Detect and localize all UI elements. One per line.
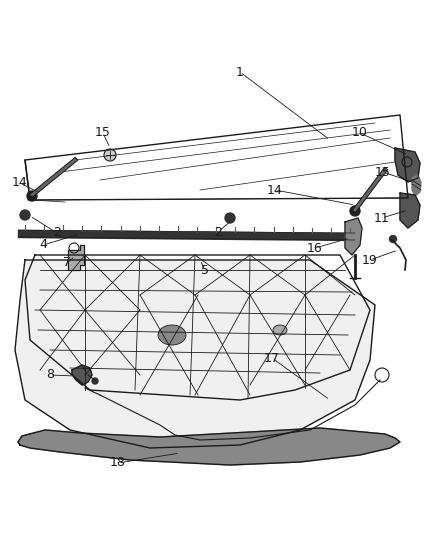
- Text: 7: 7: [63, 256, 71, 270]
- Text: 5: 5: [201, 263, 209, 277]
- Circle shape: [20, 210, 30, 220]
- Polygon shape: [68, 245, 84, 270]
- Polygon shape: [412, 175, 421, 196]
- Text: 10: 10: [352, 126, 368, 140]
- Polygon shape: [345, 218, 362, 255]
- Text: 14: 14: [267, 183, 283, 197]
- Polygon shape: [72, 365, 92, 385]
- Circle shape: [225, 213, 235, 223]
- Circle shape: [104, 149, 116, 161]
- Text: 15: 15: [95, 126, 111, 140]
- Polygon shape: [15, 260, 375, 448]
- Text: 14: 14: [12, 176, 28, 190]
- Circle shape: [389, 236, 396, 243]
- Polygon shape: [395, 148, 420, 182]
- Polygon shape: [400, 193, 420, 228]
- Circle shape: [27, 191, 37, 201]
- Text: 1: 1: [236, 66, 244, 78]
- Text: 11: 11: [374, 212, 390, 224]
- Text: 16: 16: [307, 241, 323, 254]
- Text: 15: 15: [375, 166, 391, 179]
- Text: 17: 17: [264, 351, 280, 365]
- Text: 4: 4: [39, 238, 47, 252]
- Text: 18: 18: [110, 456, 126, 470]
- Circle shape: [92, 378, 98, 384]
- Circle shape: [350, 206, 360, 216]
- Ellipse shape: [158, 325, 186, 345]
- Text: 2: 2: [53, 227, 61, 239]
- Ellipse shape: [273, 325, 287, 335]
- Text: 8: 8: [46, 368, 54, 382]
- Text: 19: 19: [362, 254, 378, 266]
- Text: 2: 2: [214, 225, 222, 238]
- Polygon shape: [18, 428, 400, 465]
